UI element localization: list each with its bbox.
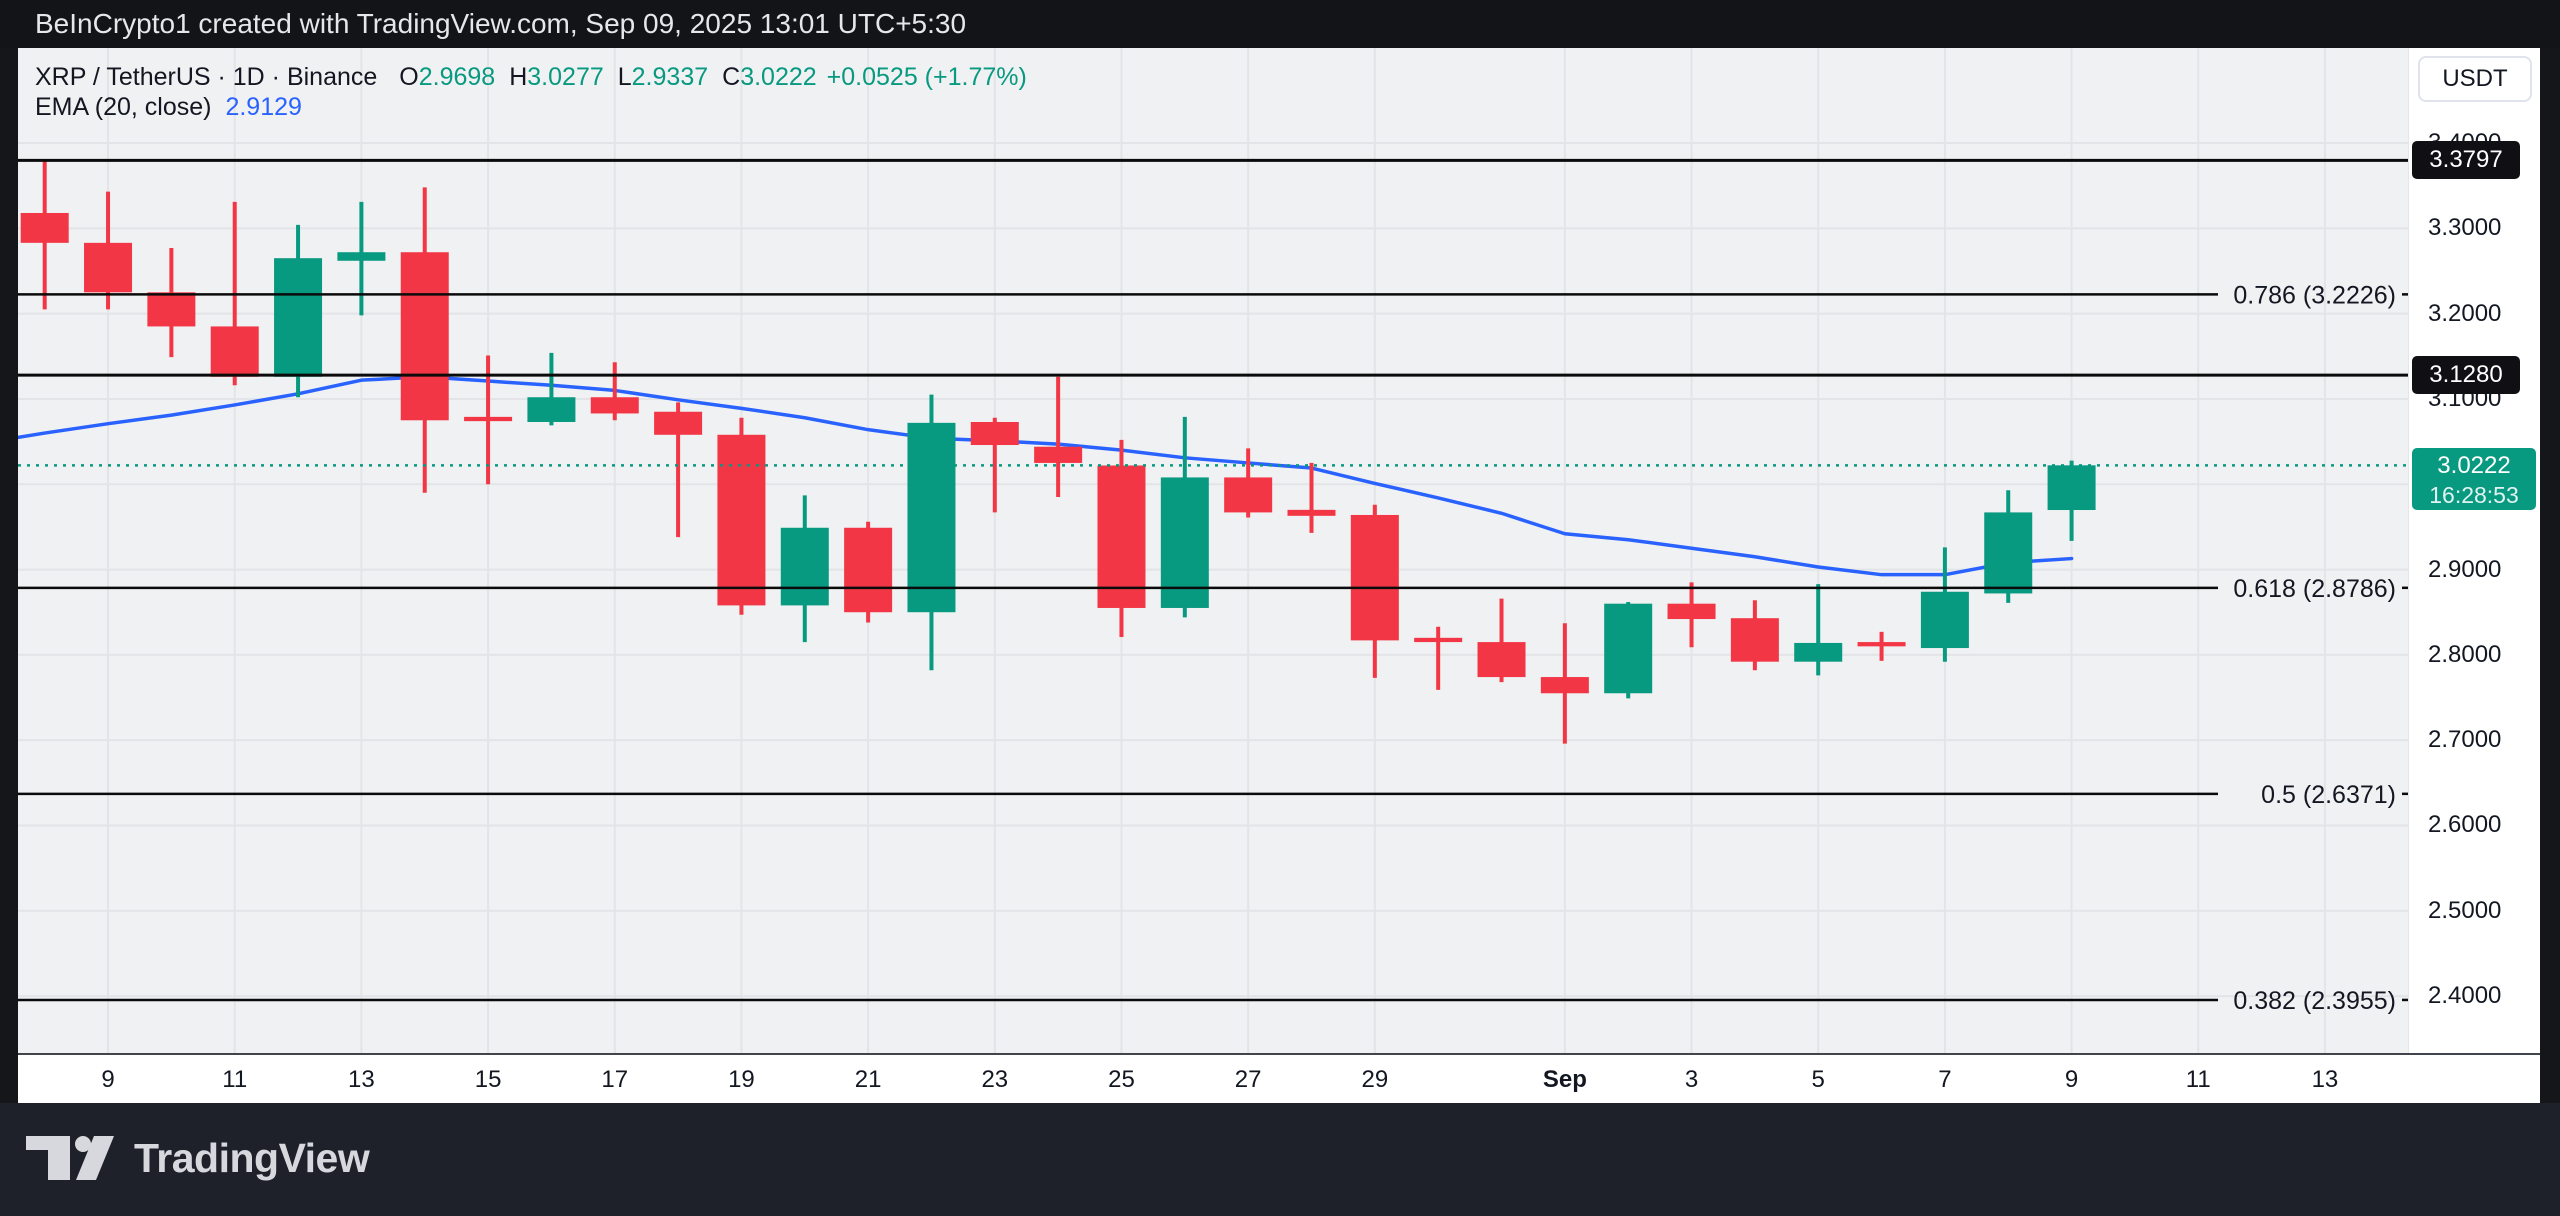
- chart-canvas[interactable]: 0.786 (3.2226) 0.618 (2.8786) 0.5 (2.6371)…: [18, 48, 2408, 1053]
- time-tick-label: 27: [1234, 1066, 1262, 1093]
- attribution-text: BeInCrypto1 created with TradingView.com…: [35, 8, 967, 39]
- candle-body: [210, 326, 259, 377]
- time-tick-label: 13: [2311, 1066, 2339, 1093]
- ema-indicator-label: EMA (20, close): [35, 93, 212, 121]
- candle-body: [464, 416, 513, 422]
- candle-body: [590, 397, 639, 414]
- time-tick-label: 21: [854, 1066, 882, 1093]
- fib-label: 0.618 (2.8786): [2233, 575, 2396, 603]
- close-value: 3.0222: [740, 63, 817, 91]
- change-value: +0.0525 (+1.77%): [826, 63, 1027, 91]
- hline-price-badge: 3.1280: [2412, 356, 2520, 395]
- candle-body: [1604, 603, 1653, 694]
- time-tick-label: 5: [1811, 1066, 1825, 1093]
- candle-body: [1857, 642, 1906, 647]
- candle-body: [907, 422, 956, 613]
- high-value: 3.0277: [527, 63, 604, 91]
- time-tick-label: 15: [474, 1066, 502, 1093]
- last-price-value: 3.0222: [2437, 452, 2511, 480]
- low-value: 2.9337: [631, 63, 709, 91]
- tradingview-logo-icon: [26, 1136, 114, 1180]
- candle-body: [527, 397, 576, 422]
- candle-body: [1984, 512, 2033, 594]
- chart-widget: 0.786 (3.2226) 0.618 (2.8786) 0.5 (2.6371)…: [18, 48, 2540, 1103]
- symbol-title: XRP / TetherUS · 1D · Binance: [35, 63, 378, 91]
- candle-body: [654, 411, 703, 435]
- fib-label: 0.382 (2.3955): [2233, 987, 2396, 1015]
- candle-body: [780, 527, 829, 606]
- price-tick-label: 2.7000: [2428, 726, 2502, 754]
- price-tick-label: 2.6000: [2428, 811, 2502, 839]
- candle-body: [2047, 465, 2096, 511]
- candle-body: [1414, 637, 1463, 643]
- open-label: O: [399, 63, 419, 91]
- ema-line: [18, 375, 2074, 577]
- symbol-row: XRP / TetherUS · 1D · Binance O2.9698 H3.0…: [35, 62, 1027, 92]
- price-tick-label: 2.8000: [2428, 640, 2502, 668]
- tradingview-wordmark: TradingView: [134, 1134, 370, 1181]
- fib-label: 0.786 (3.2226): [2233, 281, 2396, 309]
- ema-indicator-value: 2.9129: [225, 93, 302, 121]
- price-tick-label: 2.4000: [2428, 982, 2502, 1010]
- candle-body: [1667, 603, 1716, 620]
- hline-price-badge: 3.3797: [2412, 141, 2520, 180]
- price-tick-label: 3.3000: [2428, 214, 2502, 242]
- candle-body: [844, 527, 893, 613]
- time-tick-label: 3: [1684, 1066, 1699, 1093]
- candle-body: [970, 421, 1019, 446]
- time-tick-label: Sep: [1542, 1066, 1587, 1093]
- candle-body: [84, 242, 133, 293]
- open-value: 2.9698: [418, 63, 496, 91]
- candle-body: [1477, 642, 1526, 678]
- candle-body: [1730, 618, 1779, 662]
- footer-bar: TradingView: [0, 1103, 2560, 1216]
- time-tick-label: 13: [348, 1066, 375, 1093]
- time-tick-label: 11: [2185, 1066, 2211, 1093]
- candle-body: [1034, 446, 1083, 463]
- tradingview-brand[interactable]: TradingView: [26, 1134, 370, 1182]
- indicator-row: EMA (20, close) 2.9129: [35, 92, 1027, 122]
- currency-toggle-button[interactable]: USDT: [2418, 56, 2532, 102]
- candle-body: [1097, 465, 1146, 608]
- candle-body: [1794, 642, 1843, 662]
- candle-body: [400, 252, 449, 421]
- time-tick-label: 23: [981, 1066, 1009, 1093]
- candle-body: [1287, 509, 1336, 516]
- high-label: H: [509, 63, 528, 91]
- time-tick-label: 29: [1361, 1066, 1389, 1093]
- price-tick-label: 2.5000: [2428, 896, 2502, 924]
- price-axis[interactable]: USDT 3.40003.30003.20003.10002.90002.800…: [2408, 48, 2540, 1103]
- low-label: L: [617, 63, 632, 91]
- last-price-badge: 3.0222 16:28:53: [2412, 448, 2536, 511]
- candle-body: [1160, 477, 1209, 608]
- time-tick-label: 11: [222, 1066, 248, 1093]
- candle-body: [1920, 591, 1969, 649]
- candle-body: [1224, 477, 1273, 513]
- close-label: C: [722, 63, 741, 91]
- time-tick-label: 19: [728, 1066, 755, 1093]
- attribution-bar: BeInCrypto1 created with TradingView.com…: [0, 0, 2560, 48]
- price-tick-label: 2.9000: [2428, 555, 2502, 583]
- time-axis[interactable]: 9 11 13 15 17 19 21 23 25 27 29 Sep 3 5 7 9 11 13: [18, 1053, 2540, 1103]
- fib-label: 0.5 (2.6371): [2261, 781, 2396, 809]
- ohlc-values: O2.9698 H3.0277 L2.9337 C3.0222 +0.0525 (+1.…: [399, 63, 1027, 91]
- bar-countdown: 16:28:53: [2429, 482, 2519, 509]
- time-tick-label: 25: [1108, 1066, 1135, 1093]
- price-tick-label: 3.2000: [2428, 299, 2502, 327]
- candle-body: [147, 292, 196, 327]
- time-tick-label: 9: [101, 1066, 115, 1093]
- time-tick-label: 7: [1938, 1066, 1952, 1093]
- candle-body: [20, 212, 69, 243]
- candle-body: [337, 252, 386, 261]
- candle-body: [274, 258, 323, 377]
- time-tick-label: 17: [601, 1066, 629, 1093]
- candle-body: [1540, 677, 1589, 694]
- time-tick-label: 9: [2064, 1066, 2079, 1093]
- candle-body: [1350, 514, 1399, 641]
- chart-legend: XRP / TetherUS · 1D · Binance O2.9698 H3.0…: [35, 62, 1027, 122]
- candle-body: [717, 434, 766, 606]
